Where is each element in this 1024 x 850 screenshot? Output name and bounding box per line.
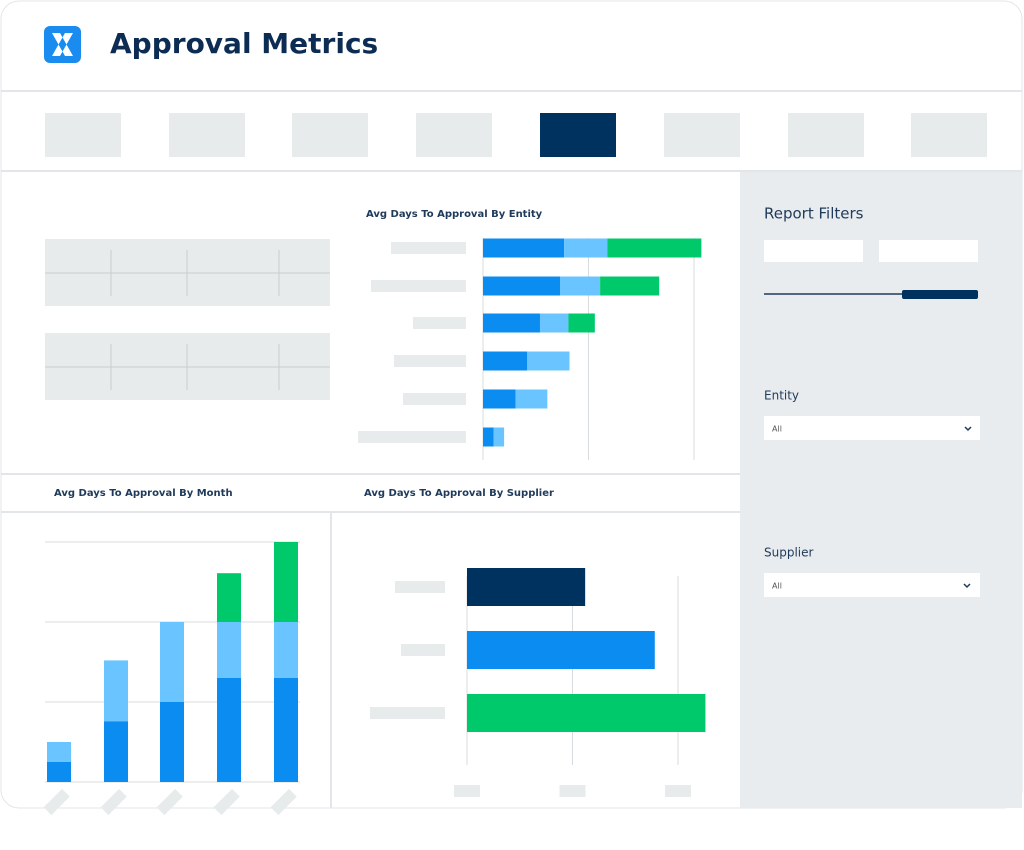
bar-segment <box>274 542 298 622</box>
category-placeholder <box>358 431 466 443</box>
tab[interactable] <box>664 113 740 157</box>
bar-segment <box>483 427 494 447</box>
placeholder-table <box>45 239 330 400</box>
tabs <box>45 113 987 157</box>
bar-segment <box>568 313 595 333</box>
bar-segment <box>217 622 241 678</box>
filter-label: Entity <box>764 389 799 403</box>
chart-title: Avg Days To Approval By Supplier <box>364 488 554 499</box>
tab[interactable] <box>45 113 121 157</box>
bar-segment <box>47 742 71 762</box>
bar-segment <box>104 721 128 782</box>
bar-segment <box>483 389 516 409</box>
chevron <box>963 583 971 589</box>
category-placeholder <box>413 317 466 329</box>
category-placeholder <box>213 788 240 816</box>
category-placeholder <box>401 644 445 656</box>
tick-placeholder <box>665 785 691 797</box>
category-placeholder <box>403 393 466 405</box>
bar <box>467 568 586 606</box>
entity-select[interactable] <box>764 416 980 440</box>
bar-segment <box>274 622 298 678</box>
bar-segment <box>47 762 71 782</box>
category-placeholder <box>391 242 466 254</box>
tab[interactable] <box>292 113 368 157</box>
chevron <box>964 426 972 432</box>
category-placeholder <box>100 788 127 816</box>
tab[interactable] <box>911 113 987 157</box>
bar-segment <box>607 238 702 258</box>
select-value: All <box>772 425 782 434</box>
bar-segment <box>160 622 184 702</box>
bar-segment <box>560 276 601 296</box>
logo-mark <box>52 33 73 56</box>
filter-panel <box>740 171 1022 808</box>
bar-segment <box>483 351 528 371</box>
filters-title: Report Filters <box>764 205 864 223</box>
category-placeholder <box>394 355 466 367</box>
bar-segment <box>274 678 298 782</box>
bar-segment <box>600 276 660 296</box>
category-placeholder <box>370 707 445 719</box>
bar-segment <box>527 351 570 371</box>
bar-segment <box>217 573 241 622</box>
chart-title: Avg Days To Approval By Entity <box>366 209 543 220</box>
date-input[interactable] <box>879 240 978 262</box>
slider-thumb[interactable] <box>902 290 978 299</box>
tab[interactable] <box>788 113 864 157</box>
category-placeholder <box>156 788 183 816</box>
category-placeholder <box>395 581 445 593</box>
tick-placeholder <box>559 785 586 797</box>
logo <box>44 26 81 63</box>
date-input[interactable] <box>764 240 863 262</box>
bar-segment <box>539 313 569 333</box>
bar-segment <box>483 238 565 258</box>
supplier-select[interactable] <box>764 573 980 597</box>
bar-segment <box>104 660 128 722</box>
category-placeholder <box>43 788 70 816</box>
tab[interactable] <box>416 113 492 157</box>
bar-segment <box>483 276 561 296</box>
tab[interactable] <box>540 113 616 157</box>
tab[interactable] <box>169 113 245 157</box>
bar-segment <box>493 427 505 447</box>
bar-segment <box>160 702 184 782</box>
bar-segment <box>217 678 241 782</box>
category-placeholder <box>270 788 297 816</box>
select-value: All <box>772 582 782 591</box>
bar-segment <box>564 238 608 258</box>
tick-placeholder <box>454 785 480 797</box>
bar-segment <box>515 389 548 409</box>
bar-segment <box>483 313 540 333</box>
page-title: Approval Metrics <box>110 27 378 60</box>
bar <box>467 631 655 669</box>
chart-title: Avg Days To Approval By Month <box>54 488 233 499</box>
filter-label: Supplier <box>764 546 814 560</box>
bar <box>467 694 706 732</box>
category-placeholder <box>371 280 466 292</box>
